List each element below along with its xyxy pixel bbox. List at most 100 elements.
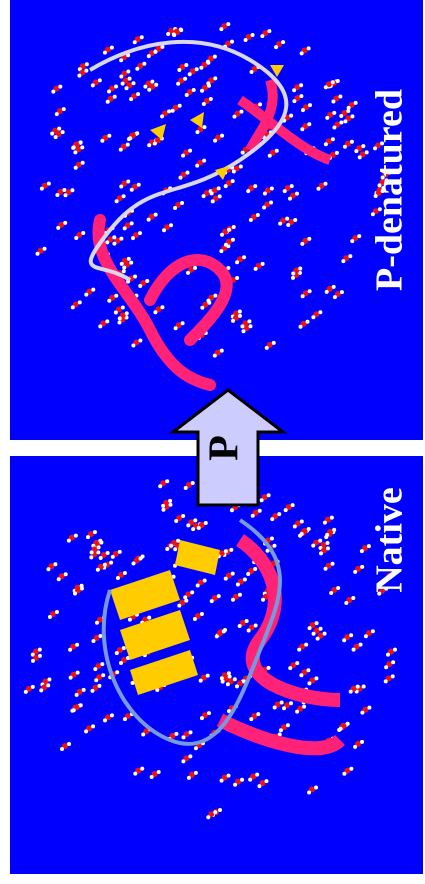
water-atom bbox=[340, 290, 344, 294]
water-atom bbox=[31, 659, 35, 663]
water-atom bbox=[118, 316, 122, 320]
water-atom bbox=[138, 284, 142, 288]
water-atom bbox=[169, 544, 173, 548]
water-atom bbox=[84, 729, 88, 733]
water-atom bbox=[245, 619, 249, 623]
water-atom bbox=[64, 572, 68, 576]
water-atom bbox=[308, 103, 312, 107]
water-atom bbox=[227, 228, 231, 232]
water-atom bbox=[275, 149, 279, 153]
water-atom bbox=[81, 161, 85, 165]
water-atom bbox=[128, 136, 132, 140]
water-atom bbox=[181, 321, 185, 325]
water-atom bbox=[325, 116, 329, 120]
water-atom bbox=[249, 717, 253, 721]
water-atom bbox=[324, 85, 328, 89]
water-atom bbox=[53, 562, 57, 566]
water-atom bbox=[199, 66, 203, 70]
water-atom bbox=[189, 730, 193, 734]
water-atom bbox=[132, 562, 136, 566]
water-atom bbox=[43, 247, 47, 251]
water-atom bbox=[38, 654, 42, 658]
water-atom bbox=[323, 521, 327, 525]
water-atom bbox=[114, 85, 118, 89]
water-atom bbox=[332, 111, 336, 115]
water-atom bbox=[177, 604, 181, 608]
water-atom bbox=[133, 772, 137, 776]
water-atom bbox=[314, 676, 318, 680]
water-atom bbox=[131, 81, 135, 85]
water-atom bbox=[176, 539, 180, 543]
water-atom bbox=[195, 67, 199, 71]
water-atom bbox=[67, 742, 71, 746]
water-atom bbox=[264, 779, 268, 783]
water-atom bbox=[204, 521, 208, 525]
water-atom bbox=[94, 678, 98, 682]
water-atom bbox=[281, 40, 285, 44]
water-atom bbox=[220, 349, 224, 353]
water-atom bbox=[235, 684, 239, 688]
water-atom bbox=[91, 639, 95, 643]
water-atom bbox=[119, 661, 123, 665]
water-atom bbox=[210, 599, 214, 603]
water-atom bbox=[247, 319, 251, 323]
water-atom bbox=[178, 176, 182, 180]
water-atom bbox=[249, 324, 253, 328]
water-atom bbox=[265, 346, 269, 350]
water-atom bbox=[147, 143, 151, 147]
water-atom bbox=[351, 596, 355, 600]
water-atom bbox=[301, 294, 305, 298]
water-atom bbox=[200, 612, 204, 616]
water-atom bbox=[324, 142, 328, 146]
water-atom bbox=[187, 776, 191, 780]
water-atom bbox=[116, 576, 120, 580]
water-atom bbox=[331, 562, 335, 566]
water-atom bbox=[358, 155, 362, 159]
water-atom bbox=[79, 703, 83, 707]
water-atom bbox=[261, 262, 265, 266]
water-atom bbox=[153, 310, 157, 314]
water-atom bbox=[40, 187, 44, 191]
water-atom bbox=[162, 228, 166, 232]
water-atom bbox=[293, 218, 297, 222]
water-atom bbox=[123, 571, 127, 575]
water-atom bbox=[194, 746, 198, 750]
water-atom bbox=[131, 236, 135, 240]
water-atom bbox=[226, 22, 230, 26]
water-atom bbox=[242, 329, 246, 333]
water-atom bbox=[84, 69, 88, 73]
water-atom bbox=[263, 192, 267, 196]
water-atom bbox=[202, 102, 206, 106]
water-atom bbox=[236, 583, 240, 587]
water-atom bbox=[172, 33, 176, 37]
water-atom bbox=[213, 354, 217, 358]
water-atom bbox=[130, 221, 134, 225]
arrow-label: P bbox=[202, 435, 248, 461]
water-atom bbox=[306, 320, 310, 324]
water-atom bbox=[319, 627, 323, 631]
water-atom bbox=[213, 139, 217, 143]
water-atom bbox=[136, 92, 140, 96]
water-atom bbox=[295, 192, 299, 196]
water-atom bbox=[224, 184, 228, 188]
water-atom bbox=[299, 94, 303, 98]
water-atom bbox=[290, 184, 294, 188]
water-atom bbox=[71, 305, 75, 309]
water-atom bbox=[280, 701, 284, 705]
water-atom bbox=[91, 724, 95, 728]
water-atom bbox=[97, 684, 101, 688]
water-atom bbox=[323, 182, 327, 186]
water-atom bbox=[46, 567, 50, 571]
water-atom bbox=[278, 222, 282, 226]
water-atom bbox=[241, 151, 245, 155]
water-atom bbox=[318, 539, 322, 543]
water-atom bbox=[196, 583, 200, 587]
water-atom bbox=[220, 779, 224, 783]
water-atom bbox=[393, 648, 397, 652]
water-atom bbox=[147, 218, 151, 222]
water-atom bbox=[93, 530, 97, 534]
water-atom bbox=[128, 618, 132, 622]
water-atom bbox=[299, 325, 303, 329]
water-atom bbox=[97, 545, 101, 549]
water-atom bbox=[24, 690, 28, 694]
